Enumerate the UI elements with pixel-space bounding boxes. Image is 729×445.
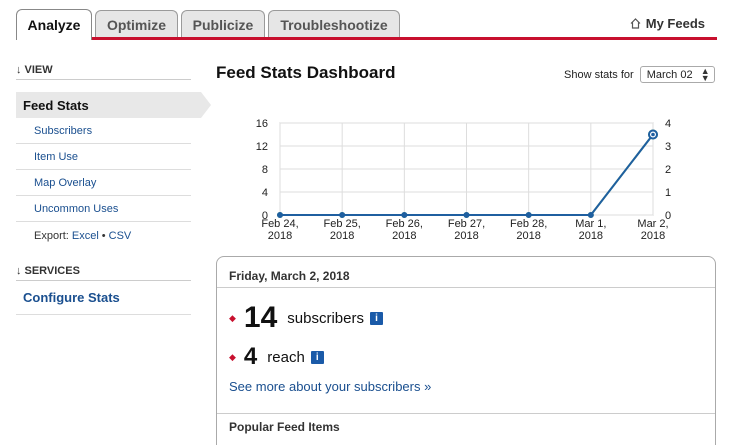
show-stats-label: Show stats for (564, 68, 634, 81)
x-tick-label: Feb 28, (510, 218, 547, 230)
services-heading-label: SERVICES (24, 264, 80, 277)
x-tick-label: Mar 2, (637, 218, 668, 230)
x-tick-label: 2018 (641, 230, 665, 242)
y-left-tick-label: 8 (262, 164, 268, 176)
reach-stat: ◆ 4 reach i (229, 343, 324, 371)
y-left-tick-label: 0 (262, 210, 268, 222)
sidebar-item-subscribers[interactable]: Subscribers (16, 118, 191, 144)
view-section-heading: ↓ VIEW (16, 60, 191, 80)
x-tick-label: Feb 27, (448, 218, 485, 230)
export-separator: • (101, 230, 106, 242)
x-tick-label: 2018 (392, 230, 416, 242)
tab-analyze[interactable]: Analyze (16, 9, 92, 40)
y-left-tick-label: 4 (262, 187, 268, 199)
tab-bar: Analyze Optimize Publicize Troubleshooti… (0, 0, 729, 40)
export-csv-link[interactable]: CSV (108, 230, 132, 242)
view-heading-label: VIEW (24, 63, 53, 76)
sidebar-item-feed-stats[interactable]: Feed Stats (16, 92, 211, 118)
down-arrow-icon: ↓ (16, 63, 22, 76)
date-select-value: March 02 (646, 68, 693, 81)
series-point (339, 212, 346, 218)
series-point-center (651, 132, 655, 137)
info-icon[interactable]: i (310, 350, 324, 364)
tab-optimize[interactable]: Optimize (95, 10, 178, 39)
sidebar-item-map-overlay[interactable]: Map Overlay (16, 170, 191, 196)
series-point (525, 212, 532, 218)
sidebar-item-item-use[interactable]: Item Use (16, 144, 191, 170)
x-tick-label: 2018 (330, 230, 354, 242)
select-arrows-icon: ▲ ▼ (700, 66, 710, 83)
popular-feed-items-heading: Popular Feed Items (229, 420, 340, 434)
divider (217, 287, 715, 288)
subscribers-stat: ◆ 14 subscribers i (229, 301, 383, 335)
sidebar: ↓ VIEW Feed Stats Subscribers Item Use M… (16, 60, 211, 315)
diamond-bullet-icon: ◆ (229, 312, 236, 323)
my-feeds-label: My Feeds (645, 16, 705, 31)
export-label: Export: (34, 230, 69, 242)
diamond-bullet-icon: ◆ (229, 351, 236, 362)
export-row: Export: Excel • CSV (16, 222, 191, 250)
y-left-tick-label: 12 (256, 141, 268, 153)
x-tick-label: Feb 25, (324, 218, 361, 230)
series-point (463, 212, 470, 218)
x-tick-label: 2018 (268, 230, 292, 242)
subscribers-label: subscribers (287, 309, 364, 327)
divider (217, 413, 715, 414)
tab-troubleshootize[interactable]: Troubleshootize (268, 10, 400, 39)
sidebar-item-uncommon-uses[interactable]: Uncommon Uses (16, 196, 191, 222)
y-right-tick-label: 1 (665, 187, 671, 199)
down-arrow-icon: ↓ (16, 264, 22, 277)
see-more-subscribers-link[interactable]: See more about your subscribers » (229, 379, 432, 394)
services-section-heading: ↓ SERVICES (16, 261, 191, 281)
home-icon (630, 18, 641, 29)
series-point (401, 212, 408, 218)
subscribers-value: 14 (243, 301, 278, 334)
tab-underline (92, 37, 717, 40)
page-title: Feed Stats Dashboard (216, 63, 396, 82)
date-select[interactable]: March 02 ▲ ▼ (639, 66, 715, 83)
reach-value: 4 (243, 343, 258, 370)
export-excel-link[interactable]: Excel (71, 230, 99, 242)
stats-date: Friday, March 2, 2018 (229, 269, 350, 283)
x-tick-label: Feb 24, (261, 218, 298, 230)
info-icon[interactable]: i (370, 311, 383, 325)
y-right-tick-label: 2 (665, 164, 671, 176)
series-point (587, 212, 594, 218)
y-right-tick-label: 3 (665, 141, 671, 153)
series-point (277, 212, 283, 218)
reach-label: reach (267, 348, 305, 366)
daily-stats-box: Friday, March 2, 2018 ◆ 14 subscribers i… (216, 256, 716, 445)
x-tick-label: 2018 (516, 230, 540, 242)
tab-publicize[interactable]: Publicize (181, 10, 265, 39)
x-tick-label: Feb 26, (386, 218, 423, 230)
configure-stats-link[interactable]: Configure Stats (16, 281, 191, 315)
x-tick-label: 2018 (579, 230, 603, 242)
my-feeds-link[interactable]: My Feeds (630, 16, 705, 31)
x-tick-label: Mar 1, (575, 218, 606, 230)
y-left-tick-label: 16 (256, 118, 268, 130)
x-tick-label: 2018 (454, 230, 478, 242)
y-right-tick-label: 4 (665, 118, 671, 130)
y-right-tick-label: 0 (665, 210, 671, 222)
show-stats-control: Show stats for March 02 ▲ ▼ (564, 66, 715, 83)
